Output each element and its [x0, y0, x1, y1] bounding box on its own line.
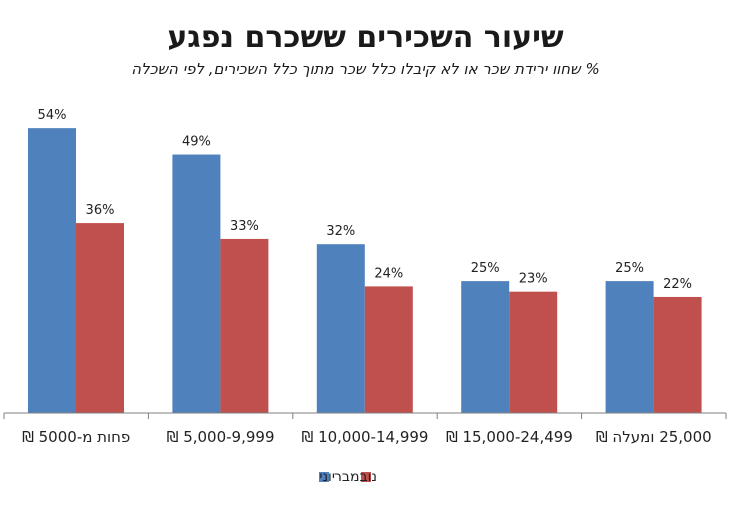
data-label: 49% — [182, 135, 211, 150]
category-label: 25,000 ומעלה ₪ — [596, 428, 712, 446]
data-label: 32% — [326, 224, 355, 239]
data-label: 23% — [519, 272, 548, 287]
data-label: 36% — [86, 203, 115, 218]
legend-label-november: נובמבר — [334, 469, 377, 485]
data-label: 22% — [663, 277, 692, 292]
legend-label-june: יוני — [319, 469, 335, 485]
bar-november-1 — [76, 223, 124, 413]
legend-swatch-november — [361, 472, 371, 482]
bar-june-2 — [172, 154, 221, 413]
bar-november-5 — [653, 296, 702, 413]
x-axis: פחות מ-5000 ₪ 5,000-9,999 ₪ 10,000-14,999 … — [3, 412, 727, 446]
bar-june-3 — [316, 244, 365, 413]
data-label: 33% — [230, 219, 259, 234]
category-label: 5,000-9,999 ₪ — [167, 428, 275, 446]
chart-subtitle: % שחוו ירידת שכר או לא קיבלו כלל שכר מתו… — [131, 60, 600, 78]
data-label: 24% — [374, 266, 403, 281]
bar-june-1 — [28, 128, 76, 413]
legend-swatch-june — [319, 472, 329, 482]
bar-june-5 — [605, 281, 654, 413]
category-label: פחות מ-5000 ₪ — [22, 428, 130, 446]
category-label: 10,000-14,999 ₪ — [302, 428, 429, 446]
data-label: 25% — [471, 261, 500, 276]
bar-november-2 — [220, 238, 269, 413]
chart-title: שיעור השכירים ששכרם נפגע — [167, 20, 564, 55]
bar-june-4 — [461, 281, 510, 413]
bar-november-4 — [509, 291, 558, 413]
category-label: 15,000-24,499 ₪ — [446, 428, 573, 446]
data-label: 54% — [38, 108, 67, 123]
bars-layer: 54% 36% 49% 33% 32% 24% 25% 23% 25% 22% — [28, 108, 702, 413]
bar-november-3 — [364, 286, 413, 413]
data-label: 25% — [615, 261, 644, 276]
